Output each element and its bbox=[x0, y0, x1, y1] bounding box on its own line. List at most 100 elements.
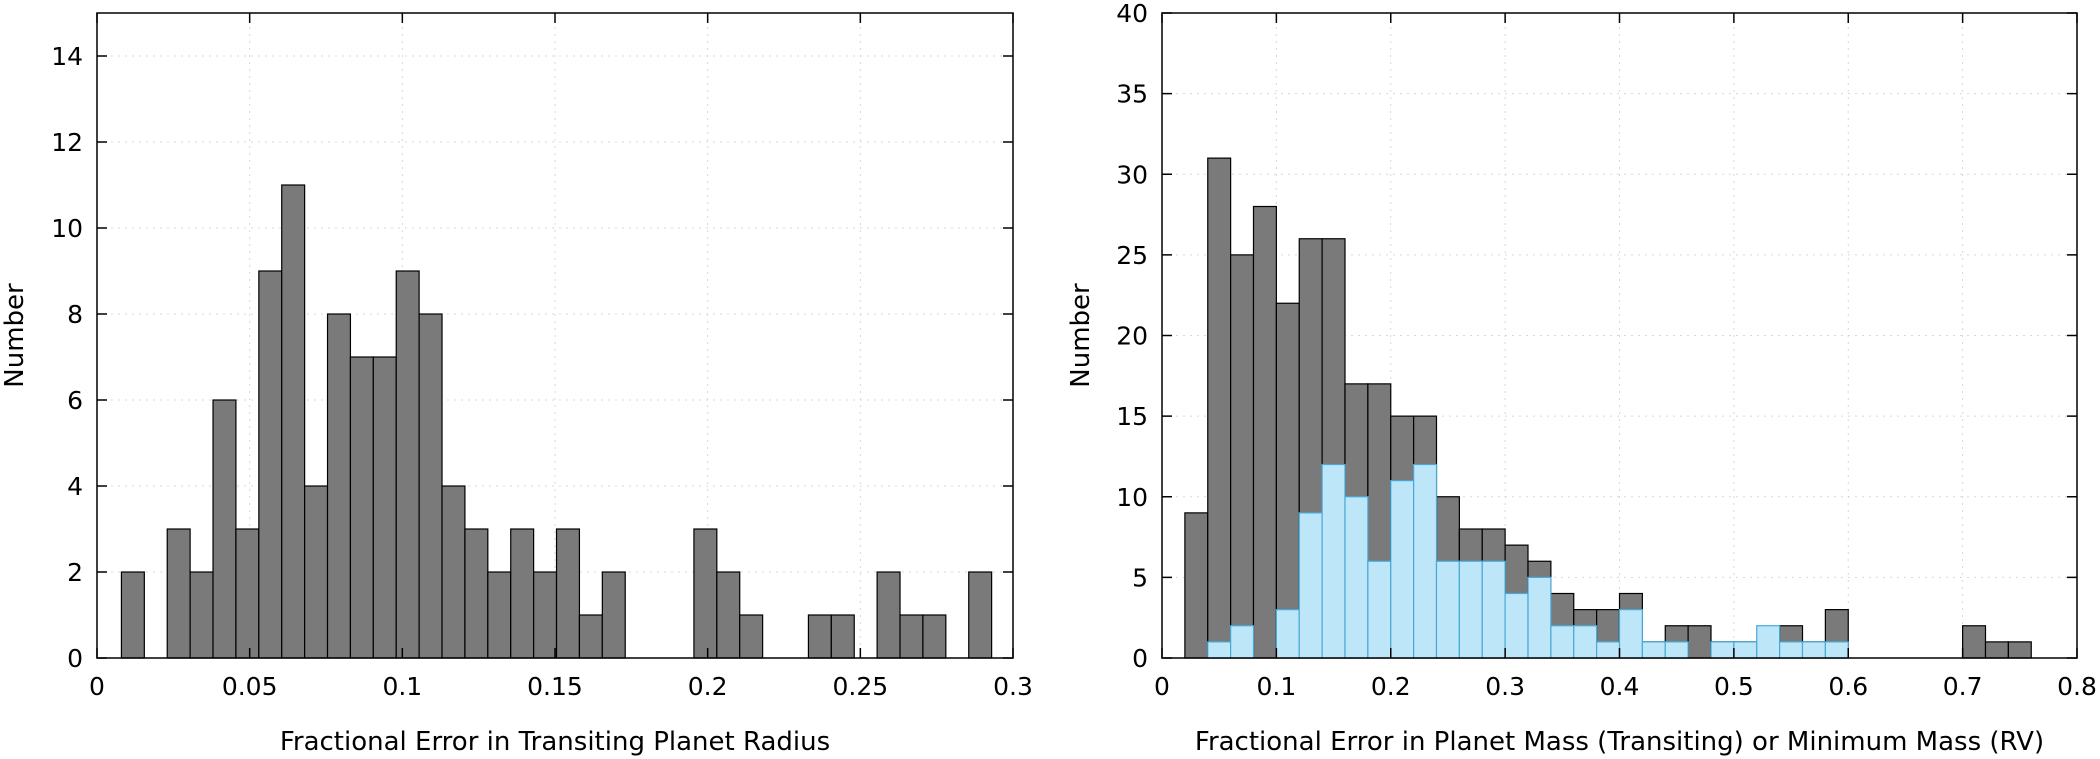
mass-bar bbox=[1252, 205, 1277, 659]
mass-y-tick-label: 10 bbox=[1116, 483, 1148, 512]
mass-transiting-bar bbox=[1275, 609, 1300, 659]
radius-x-tick-label: 0.1 bbox=[382, 672, 422, 701]
mass-y-tick-label: 25 bbox=[1116, 241, 1148, 270]
radius-histogram-panel: 0 0.05 0.1 0.15 0.2 0.25 0.3 0 2 4 6 8 10 12 14 Fracti… bbox=[0, 12, 1033, 757]
radius-bar bbox=[281, 184, 306, 659]
radius-y-tick-label: 10 bbox=[51, 214, 83, 243]
mass-bar bbox=[1275, 302, 1300, 659]
radius-bar bbox=[166, 528, 191, 659]
radius-bar bbox=[716, 571, 741, 659]
radius-bar bbox=[578, 614, 603, 659]
mass-transiting-bar bbox=[1779, 641, 1804, 659]
mass-y-axis-title: Number bbox=[1066, 283, 1096, 388]
radius-y-tick-label: 2 bbox=[67, 558, 83, 587]
mass-transiting-bar bbox=[1550, 625, 1575, 659]
mass-histogram-panel: 0 0.1 0.2 0.3 0.4 0.5 0.6 0.7 0.8 0 5 10 15 20 25 30 35 4… bbox=[1066, 0, 2097, 757]
radius-bar bbox=[533, 571, 558, 659]
mass-transiting-bar bbox=[1458, 560, 1483, 659]
mass-y-tick-label: 20 bbox=[1116, 322, 1148, 351]
radius-bar bbox=[601, 571, 626, 659]
radius-bar bbox=[418, 313, 443, 659]
mass-bars bbox=[1184, 157, 2032, 659]
radius-bar bbox=[807, 614, 832, 659]
radius-bar bbox=[372, 356, 397, 659]
radius-bar bbox=[899, 614, 924, 659]
radius-y-tick-label: 14 bbox=[51, 42, 83, 71]
mass-x-tick-label: 0.7 bbox=[1943, 672, 1983, 701]
radius-bar bbox=[441, 485, 466, 659]
radius-bar bbox=[349, 356, 374, 659]
radius-x-tick-label: 0.25 bbox=[832, 672, 888, 701]
mass-ticks: 0 0.1 0.2 0.3 0.4 0.5 0.6 0.7 0.8 0 5 10 15 20 25 30 35 4… bbox=[1116, 0, 2097, 701]
radius-bar bbox=[464, 528, 489, 659]
radius-bar bbox=[395, 270, 420, 659]
mass-y-tick-label: 30 bbox=[1116, 160, 1148, 189]
mass-transiting-bar bbox=[1344, 496, 1369, 659]
radius-bar bbox=[304, 485, 329, 659]
mass-transiting-bar bbox=[1801, 641, 1826, 659]
radius-ticks: 0 0.05 0.1 0.15 0.2 0.25 0.3 0 2 4 6 8 10 12 14 bbox=[51, 13, 1033, 701]
mass-bar bbox=[1230, 254, 1255, 659]
radius-y-axis-title: Number bbox=[0, 283, 30, 388]
mass-transiting-bar bbox=[1435, 560, 1460, 659]
mass-transiting-bar bbox=[1756, 625, 1781, 659]
mass-x-tick-label: 0.5 bbox=[1714, 672, 1754, 701]
mass-x-tick-label: 0.1 bbox=[1256, 672, 1296, 701]
mass-transiting-bar bbox=[1641, 641, 1666, 659]
radius-bar bbox=[922, 614, 947, 659]
mass-transiting-bar bbox=[1710, 641, 1735, 659]
mass-bar bbox=[1184, 512, 1209, 659]
radius-bar bbox=[189, 571, 214, 659]
mass-bar bbox=[1687, 625, 1712, 659]
radius-y-tick-label: 4 bbox=[67, 472, 83, 501]
mass-transiting-bar bbox=[1618, 609, 1643, 659]
radius-bar bbox=[120, 571, 145, 659]
radius-bar bbox=[876, 571, 901, 659]
mass-x-tick-label: 0.2 bbox=[1371, 672, 1411, 701]
radius-bar bbox=[830, 614, 855, 659]
radius-bar bbox=[235, 528, 260, 659]
mass-transiting-bar bbox=[1367, 560, 1392, 659]
mass-y-tick-label: 40 bbox=[1116, 0, 1148, 28]
mass-y-tick-label: 0 bbox=[1132, 644, 1148, 673]
mass-transiting-bar bbox=[1298, 512, 1323, 659]
mass-x-axis-title: Fractional Error in Planet Mass (Transit… bbox=[1195, 727, 2044, 757]
radius-bar bbox=[555, 528, 581, 659]
mass-transiting-bar bbox=[1390, 480, 1415, 659]
radius-y-tick-label: 6 bbox=[67, 386, 83, 415]
mass-x-tick-label: 0 bbox=[1154, 672, 1170, 701]
mass-bar bbox=[2007, 641, 2032, 659]
radius-bar bbox=[258, 270, 283, 659]
radius-bar bbox=[968, 571, 993, 659]
radius-x-tick-label: 0 bbox=[89, 672, 105, 701]
mass-transiting-bar bbox=[1733, 641, 1758, 659]
mass-x-tick-label: 0.4 bbox=[1600, 672, 1640, 701]
mass-transiting-bar bbox=[1573, 625, 1598, 659]
mass-bar bbox=[1984, 641, 2009, 659]
radius-bar bbox=[212, 399, 237, 659]
radius-y-tick-label: 12 bbox=[51, 128, 83, 157]
mass-transiting-bar bbox=[1504, 592, 1529, 659]
mass-transiting-bar bbox=[1321, 463, 1346, 659]
mass-bar bbox=[1962, 625, 1987, 659]
radius-bar bbox=[510, 528, 535, 659]
mass-transiting-bar bbox=[1596, 641, 1621, 659]
radius-x-tick-label: 0.05 bbox=[222, 672, 278, 701]
radius-x-tick-label: 0.3 bbox=[993, 672, 1033, 701]
mass-transiting-bar bbox=[1527, 576, 1552, 659]
mass-transiting-bar bbox=[1413, 463, 1438, 659]
mass-bar bbox=[1207, 157, 1232, 659]
mass-transiting-bar bbox=[1230, 625, 1255, 659]
mass-transiting-bar bbox=[1207, 641, 1232, 659]
mass-x-tick-label: 0.8 bbox=[2057, 672, 2097, 701]
mass-transiting-bar bbox=[1664, 641, 1689, 659]
mass-y-tick-label: 35 bbox=[1116, 80, 1148, 109]
radius-bar bbox=[487, 571, 512, 659]
radius-x-axis-title: Fractional Error in Transiting Planet Ra… bbox=[280, 727, 830, 757]
radius-y-tick-label: 8 bbox=[67, 300, 83, 329]
radius-bars bbox=[120, 184, 993, 659]
radius-x-tick-label: 0.15 bbox=[527, 672, 583, 701]
radius-bar bbox=[739, 614, 764, 659]
radius-bar bbox=[693, 528, 718, 659]
radius-bar bbox=[326, 313, 352, 659]
